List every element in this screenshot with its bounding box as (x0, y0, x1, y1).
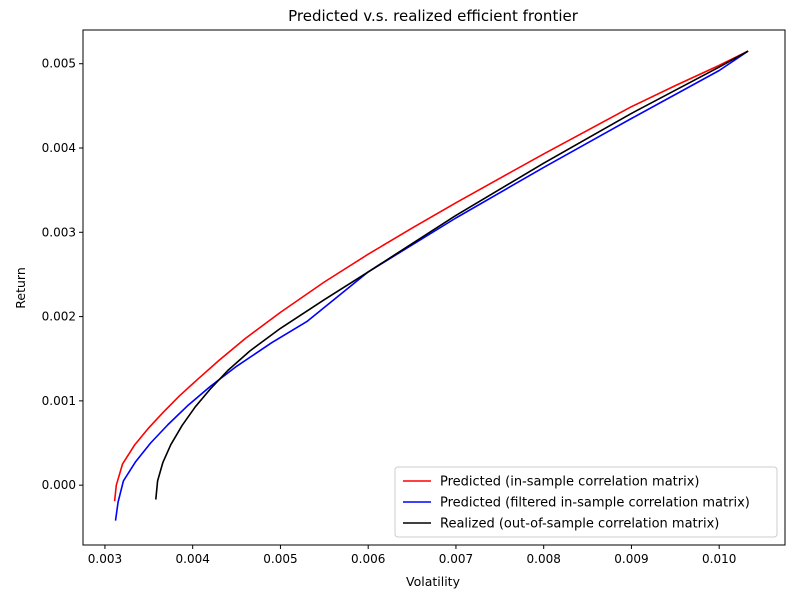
y-tick-label: 0.003 (42, 225, 76, 239)
y-tick-label: 0.004 (42, 141, 76, 155)
legend-entry: Predicted (in-sample correlation matrix) (440, 475, 700, 490)
plot-area-frame (82, 29, 786, 546)
x-axis-label: Volatility (406, 574, 461, 589)
x-tick-label: 0.009 (614, 552, 648, 566)
legend-box (394, 466, 778, 538)
y-tick-label: 0.000 (42, 478, 76, 492)
x-tick-label: 0.005 (263, 552, 297, 566)
series-line-2 (155, 50, 749, 500)
legend-entry: Predicted (filtered in-sample correlatio… (440, 496, 750, 511)
x-tick-label: 0.010 (702, 552, 736, 566)
legend-entry: Realized (out-of-sample correlation matr… (440, 517, 719, 532)
x-tick-label: 0.006 (351, 552, 385, 566)
x-tick-label: 0.003 (88, 552, 122, 566)
plot-series-group (113, 50, 749, 521)
chart-title: Predicted v.s. realized efficient fronti… (288, 7, 579, 25)
x-tick-label: 0.007 (439, 552, 473, 566)
series-line-0 (113, 50, 749, 502)
y-axis: 0.000 0.001 0.002 0.003 0.004 0.005 (42, 57, 83, 492)
x-tick-label: 0.008 (527, 552, 561, 566)
legend: Predicted (in-sample correlation matrix)… (394, 466, 778, 538)
y-tick-label: 0.001 (42, 394, 76, 408)
series-line-1 (114, 50, 749, 521)
x-tick-label: 0.004 (176, 552, 210, 566)
y-tick-label: 0.005 (42, 57, 76, 71)
y-tick-label: 0.002 (42, 310, 76, 324)
x-axis: 0.003 0.004 0.005 0.006 0.007 0.008 0.009 0.010 (88, 545, 736, 566)
y-axis-label: Return (13, 267, 28, 308)
